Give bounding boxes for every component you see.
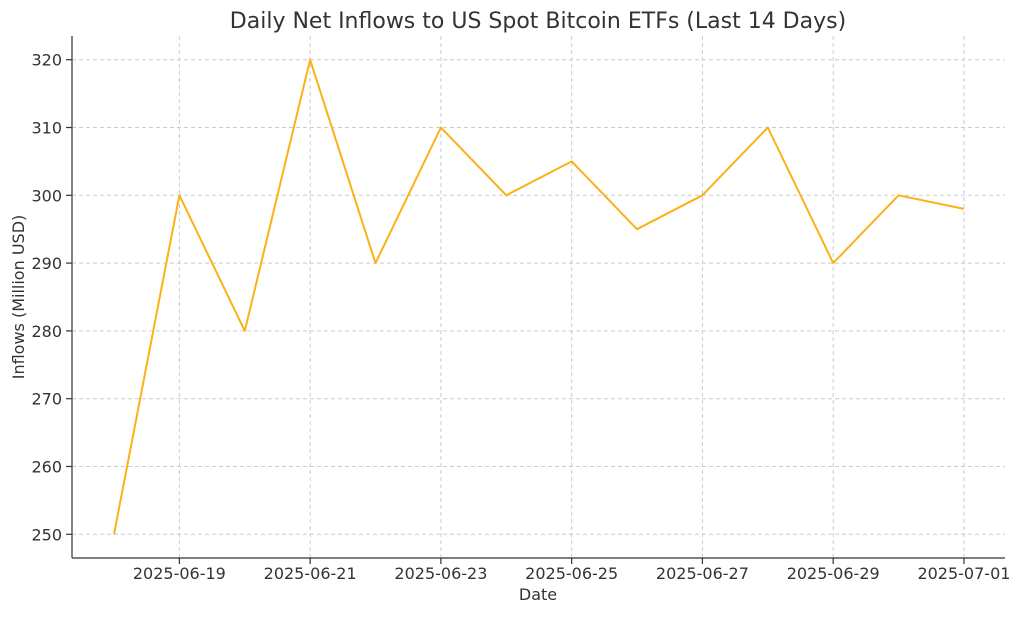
data-point[interactable] — [569, 158, 575, 164]
y-tick-label: 250 — [31, 525, 62, 544]
y-tick-label: 260 — [31, 457, 62, 476]
x-tick-label: 2025-06-25 — [525, 564, 618, 583]
data-point[interactable] — [242, 328, 248, 334]
x-tick-label: 2025-06-19 — [133, 564, 226, 583]
y-tick-label: 280 — [31, 322, 62, 341]
y-tick-label: 320 — [31, 51, 62, 70]
data-point[interactable] — [896, 192, 902, 198]
y-tick-label: 290 — [31, 254, 62, 273]
data-point[interactable] — [176, 192, 182, 198]
x-axis-label: Date — [519, 585, 557, 604]
y-tick-label: 300 — [31, 186, 62, 205]
data-point[interactable] — [961, 206, 967, 212]
ticks: 250 260 270 280 290 300 310 320 2025-06-19 2025-0… — [31, 51, 1010, 583]
data-point[interactable] — [699, 192, 705, 198]
data-point[interactable] — [634, 226, 640, 232]
y-tick-label: 310 — [31, 119, 62, 138]
data-point[interactable] — [765, 125, 771, 131]
y-tick-label: 270 — [31, 390, 62, 409]
data-point[interactable] — [373, 260, 379, 266]
axes — [71, 36, 1005, 559]
x-tick-label: 2025-07-01 — [917, 564, 1010, 583]
series — [111, 57, 967, 537]
chart-title: Daily Net Inflows to US Spot Bitcoin ETF… — [230, 9, 846, 34]
x-tick-label: 2025-06-29 — [787, 564, 880, 583]
x-tick-label: 2025-06-27 — [656, 564, 749, 583]
data-point[interactable] — [438, 125, 444, 131]
data-point[interactable] — [503, 192, 509, 198]
x-tick-label: 2025-06-21 — [264, 564, 357, 583]
data-point[interactable] — [111, 531, 117, 537]
data-point[interactable] — [307, 57, 313, 63]
grid — [72, 36, 1005, 558]
y-axis-label: Inflows (Million USD) — [9, 215, 28, 380]
x-tick-label: 2025-06-23 — [394, 564, 487, 583]
data-point[interactable] — [830, 260, 836, 266]
series-line — [113, 58, 965, 535]
